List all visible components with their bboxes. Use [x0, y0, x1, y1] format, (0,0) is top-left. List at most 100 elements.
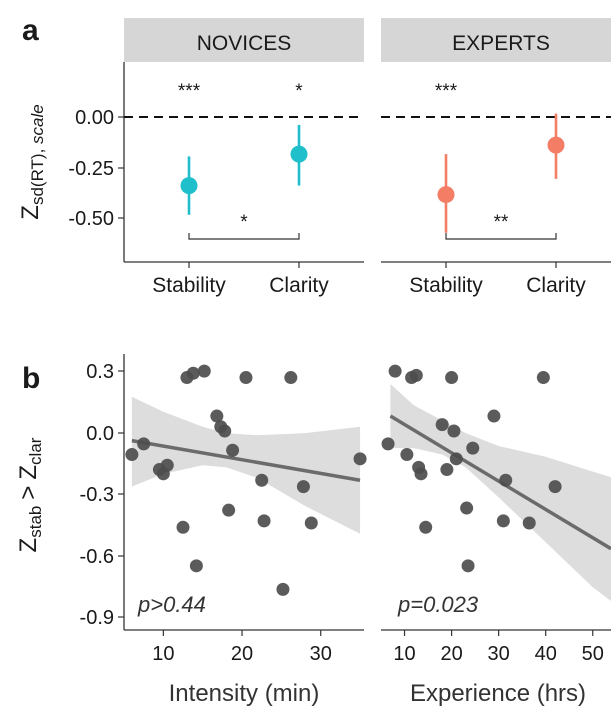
data-point — [296, 480, 310, 494]
data-point — [548, 480, 562, 494]
y-title-sub: sd(RT), — [28, 144, 47, 205]
data-point — [276, 582, 290, 596]
data-point — [226, 443, 240, 457]
data-point — [447, 424, 461, 438]
x-category-label: Stability — [409, 274, 483, 297]
strip-novices — [124, 18, 364, 62]
y-tick-label: -0.25 — [68, 158, 114, 180]
data-point — [522, 516, 536, 530]
data-point — [496, 514, 510, 528]
strip-novices-label: NOVICES — [197, 32, 292, 55]
data-point — [257, 514, 271, 528]
data-point — [400, 448, 414, 462]
x-category-label: Clarity — [269, 274, 329, 297]
y-tick-label: 0.3 — [86, 361, 114, 383]
strip-experts — [381, 18, 611, 62]
y-title-sub-left: stab — [26, 506, 45, 538]
comparison-bracket — [188, 233, 300, 240]
data-point — [304, 516, 318, 530]
y-title-z-left: Z — [15, 538, 42, 553]
significance-label: *** — [178, 81, 201, 102]
data-point — [499, 473, 513, 487]
x-tick-label: 50 — [582, 643, 604, 665]
data-point — [210, 409, 224, 423]
p-value-annotation: p>0.44 — [137, 592, 206, 617]
panel-a-y-ticks: 0.00 -0.25 -0.50 — [68, 107, 124, 230]
significance-label: * — [295, 81, 303, 102]
data-point — [536, 371, 550, 385]
data-point — [409, 368, 423, 382]
confidence-band — [131, 396, 361, 534]
bracket-significance-label: ** — [494, 212, 509, 233]
mean-point — [547, 136, 565, 154]
data-point — [445, 371, 459, 385]
y-tick-label: 0.00 — [75, 107, 114, 129]
data-point — [255, 473, 269, 487]
y-tick-label: 0.0 — [86, 423, 114, 445]
confidence-band — [390, 383, 611, 602]
strip-experts-label: EXPERTS — [452, 32, 550, 55]
data-point — [284, 371, 298, 385]
x-tick-label: 10 — [393, 643, 415, 665]
data-point — [197, 364, 211, 378]
data-point — [176, 520, 190, 534]
data-point — [414, 467, 428, 481]
data-point — [160, 458, 174, 472]
facet-experts: Stability Clarity *** ** — [381, 81, 611, 297]
x-tick-label: 30 — [310, 643, 332, 665]
data-point — [388, 364, 402, 378]
x-tick-label: 30 — [488, 643, 510, 665]
panel-b: b Zstab > Zclar 0.3 0.0 -0.3 -0.6 -0.9 Int… — [15, 354, 611, 706]
data-point — [381, 437, 395, 451]
panel-b-y-axis-title: Zstab > Zclar — [15, 437, 45, 552]
y-tick-label: -0.3 — [80, 484, 114, 506]
x-category-label: Clarity — [526, 274, 586, 297]
data-point — [449, 452, 463, 466]
x-tick-label: 20 — [231, 643, 253, 665]
facet-novices: Stability Clarity *** * * — [123, 62, 364, 297]
y-title-z: Z — [17, 205, 44, 220]
data-point — [461, 559, 475, 573]
y-title-scale: scale — [28, 104, 47, 144]
x-category-label: Stability — [152, 274, 226, 297]
y-title-operator: > — [15, 486, 42, 500]
data-point — [435, 418, 449, 432]
y-tick-label: -0.50 — [68, 208, 114, 230]
data-point — [353, 452, 367, 466]
data-point — [186, 366, 200, 380]
data-point — [189, 559, 203, 573]
panel-a-y-axis-title: Zsd(RT), scale — [17, 104, 47, 219]
x-tick-label: 10 — [152, 643, 174, 665]
mean-point — [180, 177, 198, 195]
data-point — [487, 409, 501, 423]
data-point — [466, 441, 480, 455]
y-title-sub-right: clar — [26, 437, 45, 465]
data-point — [125, 448, 139, 462]
panel-b-y-ticks: 0.3 0.0 -0.3 -0.6 -0.9 — [80, 361, 124, 629]
x-axis-title: Intensity (min) — [169, 680, 320, 706]
panel-b-letter: b — [22, 362, 40, 395]
x-tick-label: 20 — [440, 643, 462, 665]
y-tick-label: -0.6 — [80, 546, 114, 568]
y-title-z-right: Z — [15, 465, 42, 480]
data-point — [239, 371, 253, 385]
data-point — [222, 503, 236, 517]
y-tick-label: -0.9 — [80, 607, 114, 629]
significance-label: *** — [435, 81, 458, 102]
data-point — [218, 424, 232, 438]
panel-a: a NOVICES EXPERTS Zsd(RT), scale 0.00 -0… — [17, 14, 611, 297]
comparison-bracket — [445, 233, 557, 240]
facet-experience: Experience (hrs) p=0.023 10 20 30 40 50 — [381, 364, 611, 706]
facet-intensity: Intensity (min) p>0.44 10 20 30 — [123, 354, 367, 706]
p-value-annotation: p=0.023 — [397, 592, 479, 617]
mean-point — [437, 186, 455, 204]
data-point — [460, 501, 474, 515]
mean-point — [290, 145, 308, 163]
data-point — [137, 437, 151, 451]
data-point — [419, 520, 433, 534]
regression-line — [131, 438, 361, 482]
x-tick-label: 40 — [535, 643, 557, 665]
panel-a-letter: a — [22, 14, 39, 47]
bracket-significance-label: * — [240, 212, 248, 233]
